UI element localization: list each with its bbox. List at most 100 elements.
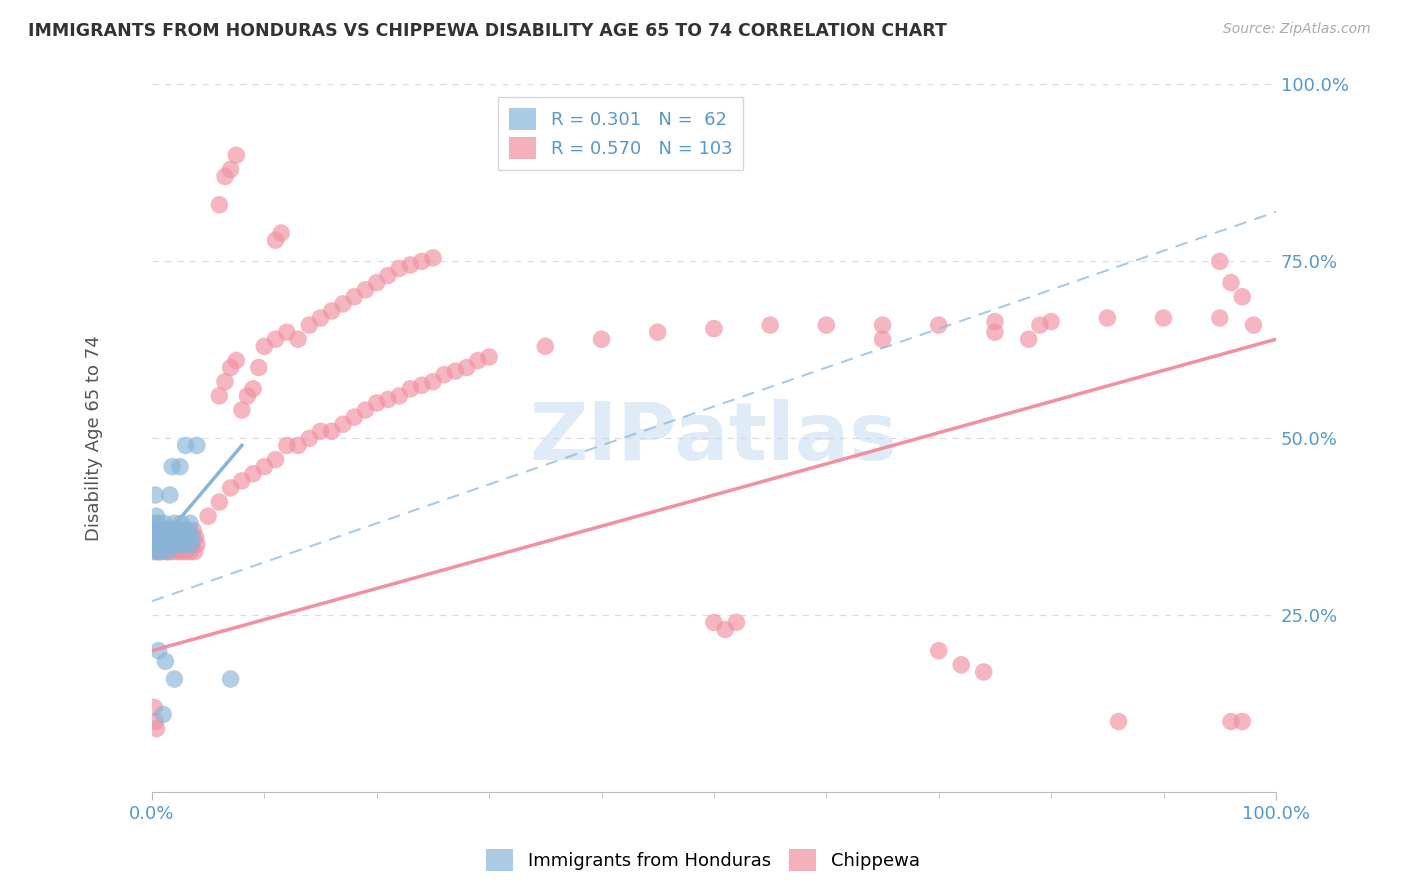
Point bbox=[149, 537, 172, 551]
Point bbox=[146, 531, 169, 545]
Point bbox=[456, 360, 478, 375]
Point bbox=[399, 382, 422, 396]
Point bbox=[534, 339, 557, 353]
Point bbox=[150, 524, 173, 538]
Point bbox=[145, 537, 167, 551]
Point bbox=[155, 537, 177, 551]
Point bbox=[759, 318, 782, 332]
Point bbox=[143, 531, 166, 545]
Point bbox=[444, 364, 467, 378]
Point bbox=[153, 531, 176, 545]
Point bbox=[214, 375, 236, 389]
Point bbox=[1209, 311, 1232, 326]
Point bbox=[411, 254, 433, 268]
Point bbox=[172, 531, 194, 545]
Point bbox=[399, 258, 422, 272]
Point bbox=[276, 438, 298, 452]
Point bbox=[309, 425, 332, 439]
Point bbox=[170, 544, 193, 558]
Point bbox=[183, 544, 205, 558]
Point bbox=[176, 537, 198, 551]
Point bbox=[167, 537, 190, 551]
Point bbox=[167, 537, 190, 551]
Point bbox=[186, 537, 208, 551]
Point bbox=[231, 474, 253, 488]
Point bbox=[143, 516, 166, 531]
Point bbox=[354, 403, 377, 417]
Point bbox=[1108, 714, 1130, 729]
Point bbox=[157, 531, 180, 545]
Point bbox=[703, 615, 725, 630]
Point bbox=[343, 410, 366, 425]
Point bbox=[815, 318, 838, 332]
Point bbox=[253, 459, 276, 474]
Point bbox=[377, 392, 399, 407]
Point bbox=[183, 524, 205, 538]
Point bbox=[1220, 276, 1243, 290]
Point bbox=[163, 672, 186, 686]
Point bbox=[181, 531, 204, 545]
Point bbox=[159, 537, 181, 551]
Point bbox=[155, 531, 177, 545]
Point bbox=[142, 537, 165, 551]
Point bbox=[264, 332, 287, 346]
Point bbox=[1097, 311, 1119, 326]
Point bbox=[231, 403, 253, 417]
Point bbox=[149, 531, 172, 545]
Point bbox=[725, 615, 748, 630]
Point bbox=[186, 438, 208, 452]
Point bbox=[1220, 714, 1243, 729]
Point bbox=[1153, 311, 1175, 326]
Point bbox=[142, 537, 165, 551]
Point bbox=[159, 537, 181, 551]
Point bbox=[422, 251, 444, 265]
Point bbox=[276, 325, 298, 339]
Point bbox=[591, 332, 613, 346]
Point bbox=[148, 644, 170, 658]
Point bbox=[143, 524, 166, 538]
Point bbox=[984, 315, 1007, 329]
Point bbox=[332, 297, 354, 311]
Point bbox=[1018, 332, 1040, 346]
Point bbox=[145, 544, 167, 558]
Point bbox=[156, 544, 179, 558]
Point bbox=[984, 325, 1007, 339]
Point bbox=[145, 509, 167, 524]
Point bbox=[145, 537, 167, 551]
Point bbox=[179, 544, 201, 558]
Point bbox=[253, 339, 276, 353]
Point bbox=[225, 353, 247, 368]
Point bbox=[219, 360, 242, 375]
Point bbox=[411, 378, 433, 392]
Point bbox=[157, 531, 180, 545]
Point bbox=[165, 537, 187, 551]
Point bbox=[149, 531, 172, 545]
Point bbox=[928, 644, 950, 658]
Legend: R = 0.301   N =  62, R = 0.570   N = 103: R = 0.301 N = 62, R = 0.570 N = 103 bbox=[498, 97, 742, 170]
Point bbox=[160, 524, 183, 538]
Point bbox=[377, 268, 399, 283]
Point bbox=[242, 467, 264, 481]
Point bbox=[1029, 318, 1052, 332]
Point bbox=[159, 488, 181, 502]
Point bbox=[872, 318, 894, 332]
Point bbox=[173, 524, 195, 538]
Point bbox=[155, 524, 177, 538]
Point bbox=[219, 162, 242, 177]
Point bbox=[1040, 315, 1063, 329]
Point bbox=[181, 537, 204, 551]
Point bbox=[174, 531, 197, 545]
Point bbox=[152, 537, 174, 551]
Point bbox=[433, 368, 456, 382]
Point bbox=[160, 537, 183, 551]
Point bbox=[176, 531, 198, 545]
Point bbox=[166, 531, 188, 545]
Point bbox=[160, 459, 183, 474]
Point bbox=[1232, 714, 1254, 729]
Point bbox=[142, 524, 165, 538]
Point bbox=[149, 537, 172, 551]
Point bbox=[163, 516, 186, 531]
Point bbox=[214, 169, 236, 184]
Point bbox=[149, 531, 172, 545]
Point bbox=[160, 544, 183, 558]
